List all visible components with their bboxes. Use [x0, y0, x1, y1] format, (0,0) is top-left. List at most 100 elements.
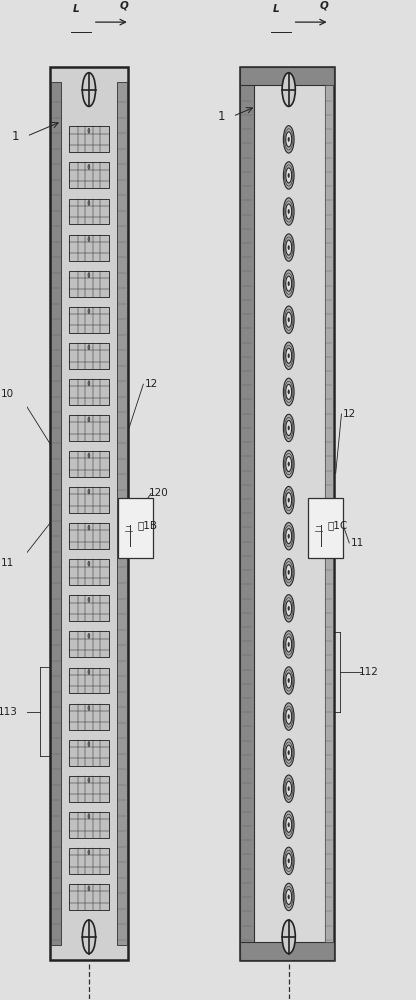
Bar [69, 740, 109, 766]
Circle shape [88, 669, 90, 675]
Circle shape [88, 525, 90, 530]
Circle shape [288, 282, 290, 286]
Circle shape [286, 889, 292, 904]
Circle shape [286, 745, 292, 760]
Bar [69, 162, 109, 188]
Circle shape [88, 381, 90, 386]
Bar [69, 812, 109, 838]
Circle shape [288, 714, 290, 719]
Circle shape [288, 534, 290, 538]
Circle shape [288, 209, 290, 214]
Circle shape [286, 817, 292, 832]
Text: 113: 113 [0, 707, 17, 717]
Bar [69, 559, 109, 585]
Circle shape [283, 775, 294, 802]
Circle shape [88, 741, 90, 747]
Circle shape [286, 312, 292, 327]
Circle shape [88, 128, 90, 133]
Circle shape [283, 883, 294, 911]
Circle shape [283, 559, 294, 586]
Bar [50, 67, 128, 960]
Bar [69, 668, 109, 693]
Text: Q: Q [319, 0, 328, 10]
Circle shape [288, 498, 290, 502]
Text: 1: 1 [11, 130, 19, 143]
Circle shape [88, 453, 90, 458]
Circle shape [88, 345, 90, 350]
Circle shape [283, 631, 294, 658]
Circle shape [283, 450, 294, 478]
Bar [69, 415, 109, 441]
Circle shape [88, 633, 90, 638]
Circle shape [283, 198, 294, 225]
Text: 图1B: 图1B [137, 520, 157, 530]
Bar [69, 595, 109, 621]
Circle shape [286, 853, 292, 868]
Circle shape [288, 570, 290, 574]
Circle shape [286, 529, 292, 544]
Text: 11: 11 [350, 538, 364, 548]
Circle shape [283, 595, 294, 622]
Circle shape [288, 642, 290, 647]
Text: 1: 1 [217, 110, 225, 123]
Circle shape [88, 417, 90, 422]
Circle shape [286, 781, 292, 796]
Circle shape [286, 565, 292, 580]
Circle shape [288, 895, 290, 899]
Circle shape [288, 606, 290, 610]
Circle shape [283, 811, 294, 838]
Circle shape [288, 462, 290, 466]
Bar [240, 67, 334, 85]
Circle shape [286, 276, 292, 291]
Text: 图1C: 图1C [328, 520, 348, 530]
Bar [240, 79, 253, 948]
Circle shape [283, 703, 294, 730]
Bar [325, 85, 332, 942]
Bar [240, 67, 334, 960]
Bar [69, 343, 109, 369]
Circle shape [88, 236, 90, 242]
Bar [69, 126, 109, 152]
Circle shape [283, 270, 294, 297]
Circle shape [88, 561, 90, 566]
Circle shape [288, 678, 290, 683]
Text: 10: 10 [1, 389, 14, 399]
Circle shape [283, 414, 294, 442]
Text: L: L [73, 4, 79, 14]
Circle shape [288, 751, 290, 755]
Circle shape [288, 823, 290, 827]
Circle shape [88, 778, 90, 783]
Bar [69, 884, 109, 910]
Bar [69, 235, 109, 261]
Circle shape [288, 859, 290, 863]
Circle shape [286, 240, 292, 255]
Circle shape [88, 886, 90, 891]
Circle shape [88, 200, 90, 206]
Circle shape [286, 420, 292, 436]
Bar [69, 271, 109, 297]
Circle shape [88, 850, 90, 855]
Bar [69, 199, 109, 224]
Circle shape [286, 709, 292, 724]
Circle shape [286, 132, 292, 147]
Circle shape [283, 378, 294, 406]
Circle shape [88, 597, 90, 602]
Circle shape [283, 486, 294, 514]
Circle shape [286, 384, 292, 399]
Circle shape [286, 673, 292, 688]
Circle shape [283, 847, 294, 875]
Bar [308, 498, 344, 558]
Circle shape [283, 306, 294, 333]
Circle shape [283, 739, 294, 766]
Circle shape [88, 489, 90, 494]
Circle shape [286, 493, 292, 508]
Circle shape [88, 705, 90, 711]
Text: L: L [272, 4, 279, 14]
Circle shape [286, 348, 292, 363]
Bar [253, 85, 324, 942]
Circle shape [88, 164, 90, 169]
Bar [69, 631, 109, 657]
Bar [69, 451, 109, 477]
Circle shape [283, 667, 294, 694]
Text: 12: 12 [144, 379, 158, 389]
